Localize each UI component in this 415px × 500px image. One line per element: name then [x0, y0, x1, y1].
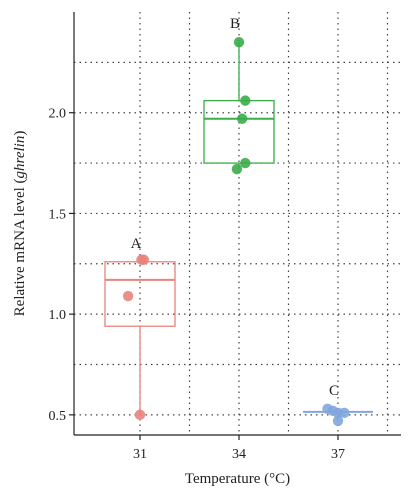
y-tick-label: 1.0 [49, 308, 67, 323]
y-tick-label: 2.0 [49, 107, 67, 122]
y-axis-title-close: ) [12, 131, 28, 136]
data-point [231, 163, 243, 175]
data-point [236, 113, 248, 124]
x-axis-title: Temperature (°C) [185, 471, 290, 487]
y-tick-label: 0.5 [49, 409, 67, 424]
x-tick-label: 34 [232, 447, 246, 462]
y-axis-title: Relative mRNA level (ghrelin) [12, 131, 28, 317]
data-point [332, 415, 344, 427]
box-body [203, 99, 275, 164]
data-point [240, 95, 251, 106]
data-point [339, 407, 350, 419]
data-point [240, 157, 251, 169]
x-tick-label: 37 [331, 447, 345, 462]
boxes-layer [104, 37, 373, 427]
axes-layer [69, 12, 401, 440]
group-letter-label: A [131, 236, 142, 252]
group-letter-label: B [230, 16, 240, 32]
group-letter-label: C [329, 383, 339, 399]
labels-layer: A B C 0.5 1.0 1.5 2.0 31 34 37 Temperature (°C) Rel… [12, 16, 345, 487]
grid-lines [74, 12, 401, 435]
y-tick-label: 1.5 [49, 207, 67, 222]
y-axis-title-main: Relative mRNA level ( [12, 178, 28, 316]
data-point [233, 37, 245, 48]
box-body [104, 261, 176, 327]
data-point [138, 254, 150, 265]
data-point [134, 409, 146, 421]
x-tick-label: 31 [133, 447, 147, 462]
data-point [122, 290, 134, 302]
y-axis-title-italic: ghrelin [12, 136, 28, 179]
